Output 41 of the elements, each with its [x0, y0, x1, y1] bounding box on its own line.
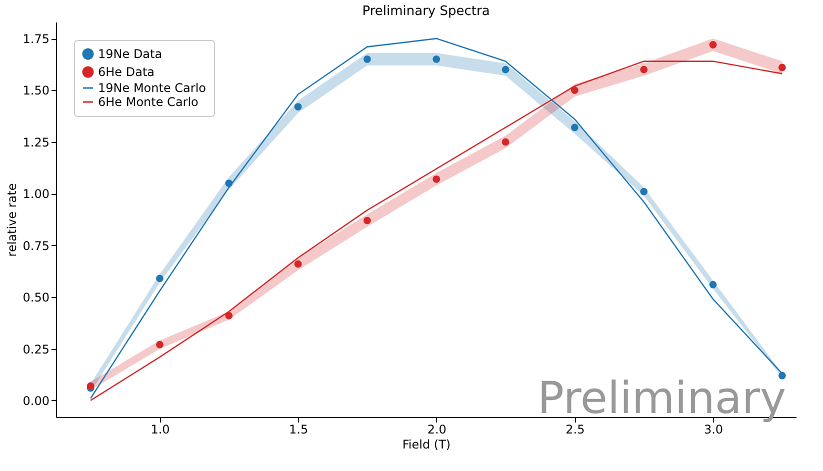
annotation: Preliminary: [538, 373, 786, 424]
y-tick-label: 1.25: [22, 135, 50, 150]
y-tick-label: 0.25: [22, 342, 50, 356]
y-tick-label: 1.50: [22, 84, 50, 98]
x-tick-label: 3.0: [704, 422, 724, 436]
point: [640, 66, 648, 74]
point: [364, 216, 371, 224]
x-tick-label: 2.0: [427, 422, 446, 436]
point: [225, 312, 233, 320]
x-tick-label: 1.5: [289, 422, 308, 436]
point: [156, 274, 164, 282]
y-tick-label: 0.50: [22, 290, 50, 305]
legend-label: 6He Data: [98, 65, 155, 79]
point: [778, 64, 786, 72]
point: [364, 56, 371, 63]
point: [156, 340, 164, 348]
point: [225, 180, 233, 188]
legend-label: 19Ne Monte Carlo: [98, 81, 206, 95]
point: [570, 124, 578, 132]
y-axis-title: relative rate: [4, 183, 19, 257]
y-tick-label: 0.75: [22, 238, 50, 253]
point: [709, 41, 717, 48]
point: [640, 188, 648, 196]
chart-title: Preliminary Spectra: [362, 4, 490, 19]
point: [502, 138, 510, 146]
x-tick-label: 1.0: [150, 422, 170, 436]
point: [432, 175, 440, 183]
point: [432, 56, 440, 63]
point: [778, 372, 786, 380]
x-tick-label: 2.5: [566, 422, 585, 436]
point: [502, 66, 510, 74]
x-axis-title: Field (T): [402, 438, 451, 452]
y-tick-label: 1.75: [22, 32, 50, 46]
legend-label: 6He Monte Carlo: [98, 95, 198, 109]
point: [294, 260, 302, 268]
point: [709, 280, 717, 288]
point: [294, 103, 302, 110]
y-tick-label: 1.00: [22, 187, 50, 202]
point: [570, 86, 578, 94]
y-tick-label: 0.00: [22, 394, 50, 408]
legend-label: 19Ne Data: [98, 47, 162, 61]
